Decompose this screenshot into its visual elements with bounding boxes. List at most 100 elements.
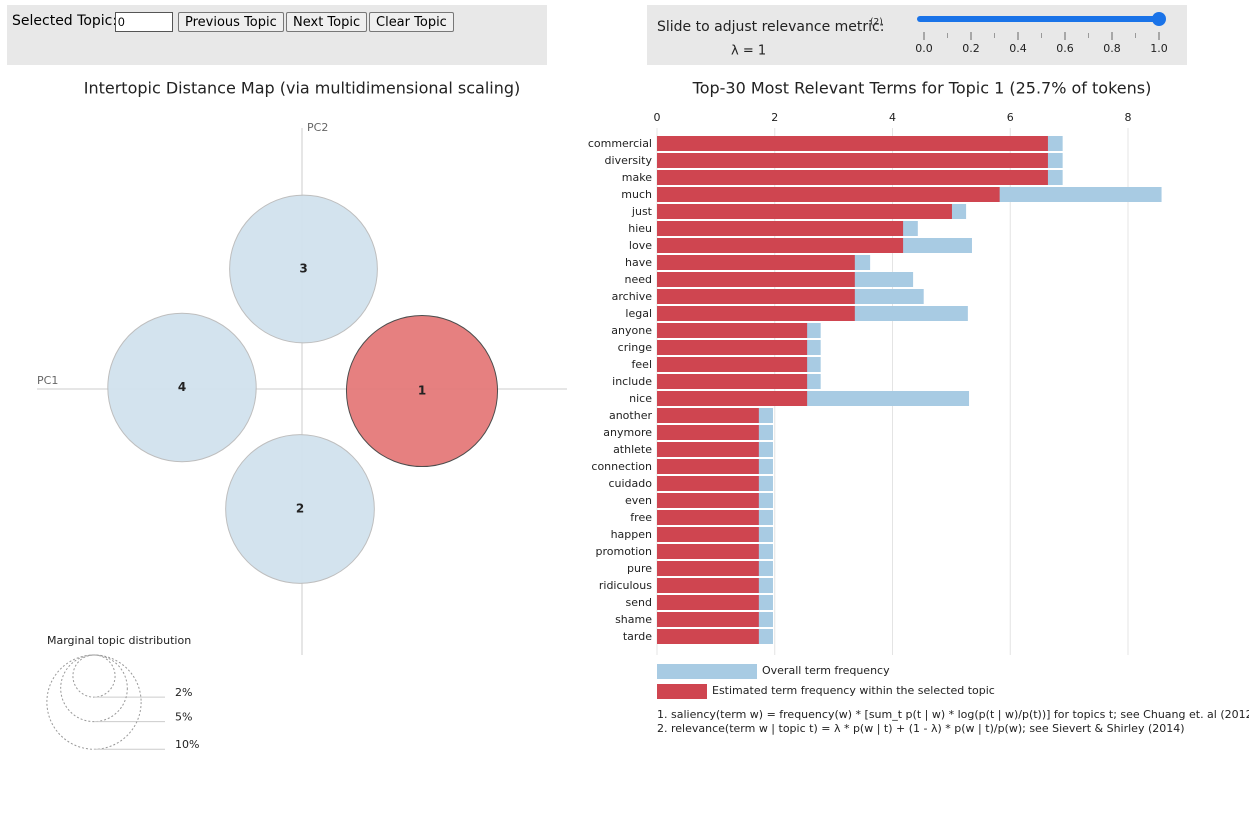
x-tick-label: 8 bbox=[1125, 111, 1132, 124]
term-label[interactable]: cringe bbox=[618, 341, 653, 354]
bar bbox=[657, 425, 759, 440]
lambda-label: λ = 1 bbox=[731, 44, 766, 59]
slider-tick-label: 0.8 bbox=[1103, 42, 1121, 55]
legend-circle bbox=[46, 654, 142, 750]
bar bbox=[657, 306, 855, 321]
term-label[interactable]: make bbox=[622, 171, 652, 184]
term-label[interactable]: free bbox=[630, 511, 652, 524]
bar bbox=[657, 612, 759, 627]
previous-topic-button[interactable]: Previous Topic bbox=[178, 12, 284, 32]
bar bbox=[657, 391, 808, 406]
pc2-label: PC2 bbox=[307, 121, 328, 134]
map-title: Intertopic Distance Map (via multidimens… bbox=[84, 79, 521, 98]
bar bbox=[657, 323, 808, 338]
term-label[interactable]: much bbox=[621, 188, 652, 201]
term-label[interactable]: another bbox=[609, 409, 652, 422]
term-label[interactable]: love bbox=[629, 239, 652, 252]
term-label[interactable]: even bbox=[625, 494, 652, 507]
topic-label: 1 bbox=[418, 384, 426, 398]
slider-panel bbox=[647, 5, 1187, 65]
topic-circle[interactable] bbox=[345, 314, 499, 468]
legend-circle bbox=[60, 654, 128, 723]
term-label[interactable]: send bbox=[626, 596, 652, 609]
legend-label: Overall term frequency bbox=[762, 664, 890, 677]
term-label[interactable]: diversity bbox=[605, 154, 653, 167]
bar bbox=[657, 408, 759, 423]
x-tick-label: 0 bbox=[654, 111, 661, 124]
bar bbox=[657, 510, 759, 525]
slider-tick-label: 0.4 bbox=[1009, 42, 1027, 55]
term-label[interactable]: shame bbox=[615, 613, 652, 626]
term-label[interactable]: hieu bbox=[628, 222, 652, 235]
term-label[interactable]: cuidado bbox=[608, 477, 652, 490]
term-label[interactable]: promotion bbox=[595, 545, 652, 558]
term-label[interactable]: nice bbox=[629, 392, 652, 405]
slider-tick-label: 0.6 bbox=[1056, 42, 1074, 55]
topic-label: 2 bbox=[296, 502, 304, 516]
selected-topic-input[interactable] bbox=[115, 12, 173, 32]
legend-circle bbox=[72, 654, 116, 698]
term-label[interactable]: connection bbox=[591, 460, 652, 473]
legend-label: Estimated term frequency within the sele… bbox=[712, 684, 995, 697]
bar bbox=[657, 459, 759, 474]
bar bbox=[657, 170, 1048, 185]
term-label[interactable]: just bbox=[631, 205, 653, 218]
slider-footnote: (2) bbox=[870, 18, 883, 28]
footnote: 2. relevance(term w | topic t) = λ * p(w… bbox=[657, 722, 1185, 735]
bar bbox=[657, 204, 952, 219]
clear-topic-button[interactable]: Clear Topic bbox=[369, 12, 454, 32]
bar bbox=[657, 442, 759, 457]
selected-topic-label: Selected Topic: bbox=[12, 13, 118, 29]
footnote: 1. saliency(term w) = frequency(w) * [su… bbox=[657, 708, 1249, 721]
x-tick-label: 2 bbox=[771, 111, 778, 124]
bar bbox=[657, 221, 904, 236]
legend-size-label: 5% bbox=[175, 711, 192, 724]
topic-label: 3 bbox=[299, 262, 307, 276]
slider-label: Slide to adjust relevance metric: bbox=[657, 19, 884, 35]
bar bbox=[657, 527, 759, 542]
topic-label: 4 bbox=[178, 380, 186, 394]
bar bbox=[657, 476, 759, 491]
next-topic-button[interactable]: Next Topic bbox=[286, 12, 368, 32]
term-label[interactable]: commercial bbox=[588, 137, 652, 150]
term-label[interactable]: tarde bbox=[623, 630, 652, 643]
bar-chart-title: Top-30 Most Relevant Terms for Topic 1 (… bbox=[692, 79, 1152, 98]
term-label[interactable]: feel bbox=[632, 358, 652, 371]
legend-size-label: 2% bbox=[175, 686, 192, 699]
term-label[interactable]: include bbox=[612, 375, 652, 388]
term-label[interactable]: have bbox=[625, 256, 652, 269]
term-label[interactable]: anymore bbox=[603, 426, 652, 439]
legend-swatch bbox=[657, 684, 707, 699]
slider-tick-label: 0.0 bbox=[915, 42, 933, 55]
topic-circle[interactable] bbox=[107, 312, 257, 463]
bar bbox=[657, 238, 904, 253]
x-tick-label: 4 bbox=[889, 111, 896, 124]
topic-circle[interactable] bbox=[225, 434, 375, 584]
bar bbox=[657, 136, 1048, 151]
term-label[interactable]: need bbox=[625, 273, 653, 286]
bar bbox=[657, 544, 759, 559]
bar bbox=[657, 493, 759, 508]
topic-circle[interactable] bbox=[229, 194, 378, 344]
bar bbox=[657, 289, 855, 304]
term-label[interactable]: happen bbox=[611, 528, 652, 541]
bar bbox=[657, 578, 759, 593]
term-label[interactable]: legal bbox=[625, 307, 652, 320]
bar bbox=[657, 153, 1048, 168]
bar bbox=[657, 272, 855, 287]
term-label[interactable]: athlete bbox=[613, 443, 652, 456]
slider-handle[interactable] bbox=[1152, 12, 1166, 26]
bar bbox=[657, 595, 759, 610]
term-label[interactable]: archive bbox=[612, 290, 653, 303]
term-label[interactable]: pure bbox=[627, 562, 652, 575]
term-label[interactable]: ridiculous bbox=[599, 579, 652, 592]
bar bbox=[657, 357, 808, 372]
bar bbox=[657, 255, 855, 270]
slider-tick-label: 0.2 bbox=[962, 42, 980, 55]
topic-controls: Selected Topic: Previous Topic Next Topi… bbox=[7, 5, 547, 65]
legend-size-label: 10% bbox=[175, 738, 199, 751]
term-label[interactable]: anyone bbox=[611, 324, 652, 337]
slider-tick-label: 1.0 bbox=[1150, 42, 1168, 55]
